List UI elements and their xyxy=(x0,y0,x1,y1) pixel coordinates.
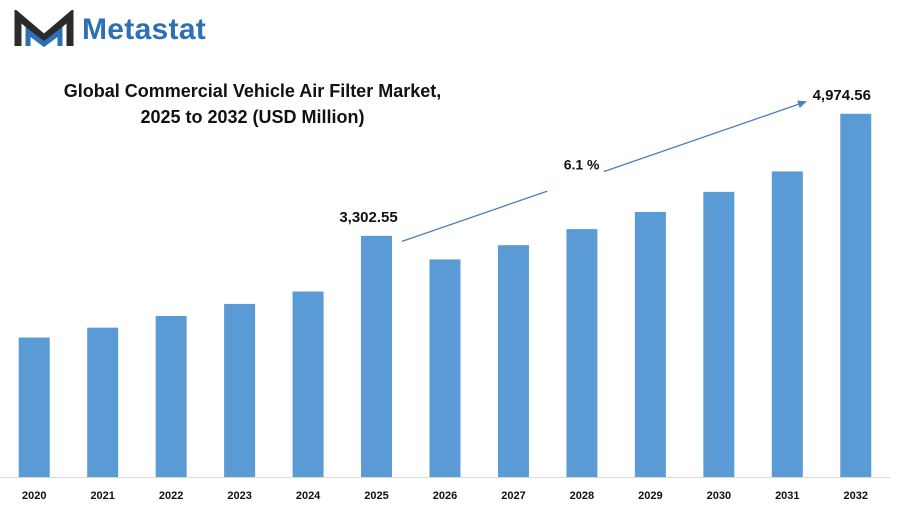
x-tick-label-2030: 2030 xyxy=(707,490,731,502)
x-tick-label-2023: 2023 xyxy=(227,490,251,502)
x-tick-label-2024: 2024 xyxy=(296,490,321,502)
bar-2032 xyxy=(840,113,872,478)
bar-2030 xyxy=(703,191,735,477)
x-tick-label-2028: 2028 xyxy=(570,490,594,502)
x-tick-label-2020: 2020 xyxy=(22,490,46,502)
x-tick-label-2027: 2027 xyxy=(501,490,525,502)
x-tick-label-2032: 2032 xyxy=(844,490,868,502)
bar-2027 xyxy=(497,245,529,477)
x-tick-label-2029: 2029 xyxy=(638,490,662,502)
bar-2031 xyxy=(771,171,803,478)
x-tick-label-2021: 2021 xyxy=(90,490,114,502)
x-tick-label-2025: 2025 xyxy=(364,490,388,502)
x-tick-label-2031: 2031 xyxy=(775,490,799,502)
data-label-2025: 3,302.55 xyxy=(339,209,397,226)
chart-title-line-2: 2025 to 2032 (USD Million) xyxy=(140,107,365,127)
x-tick-label-2026: 2026 xyxy=(433,490,457,502)
bar-2024 xyxy=(292,291,324,477)
data-label-2032: 4,974.56 xyxy=(813,87,871,104)
metastat-m-logo-icon xyxy=(14,10,74,48)
bar-2026 xyxy=(429,259,461,477)
bar-2023 xyxy=(224,303,256,477)
bar-2022 xyxy=(155,315,187,477)
bar-2029 xyxy=(634,211,666,477)
growth-arrow-line-start xyxy=(401,190,548,243)
x-tick-label-2022: 2022 xyxy=(159,490,183,502)
bar-2021 xyxy=(87,327,119,477)
bar-2020 xyxy=(18,337,50,477)
bar-2025 xyxy=(361,235,393,477)
bar-2028 xyxy=(566,229,598,477)
brand-logo: Metastat xyxy=(14,8,206,52)
growth-arrow-line-end xyxy=(603,100,807,173)
brand-name: Metastat xyxy=(82,13,207,46)
chart-title: Global Commercial Vehicle Air Filter Mar… xyxy=(30,78,475,130)
chart-title-line-1: Global Commercial Vehicle Air Filter Mar… xyxy=(63,81,442,101)
cagr-annotation: 6.1 % xyxy=(564,156,600,172)
